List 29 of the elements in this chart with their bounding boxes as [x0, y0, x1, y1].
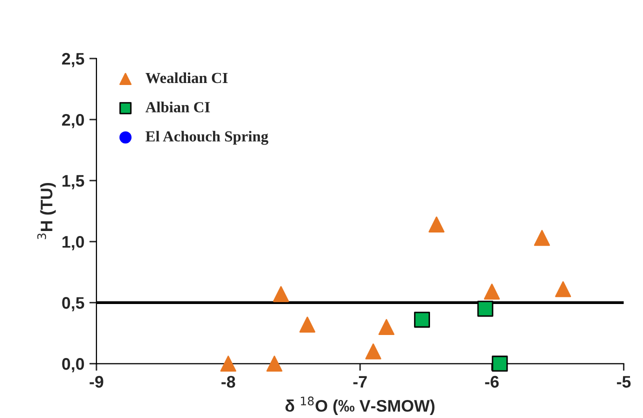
y-axis-title: $^{3}$H (TU)	[37, 182, 56, 240]
legend-label: Wealdian CI	[146, 72, 228, 84]
legend-label: Albian CI	[145, 102, 210, 112]
point	[414, 312, 430, 328]
x-tick-label: -5	[616, 376, 631, 388]
x-tick-label: -9	[90, 376, 104, 388]
point	[273, 286, 289, 302]
x-axis-title: δ $^{18}$O (‰ V-SMOW)	[285, 396, 434, 416]
point	[477, 300, 494, 317]
point	[220, 356, 236, 372]
point	[266, 356, 282, 372]
point	[492, 356, 508, 372]
point	[378, 319, 394, 336]
point	[299, 316, 316, 333]
y-tick-label: 0,5	[62, 297, 84, 312]
x-tick-label: -6	[485, 376, 499, 388]
point	[428, 216, 445, 232]
point	[555, 281, 572, 298]
y-tick-label: 1,0	[62, 236, 84, 250]
x-tick-label: -8	[222, 376, 236, 388]
y-tick-label: 2,5	[62, 52, 84, 68]
y-tick-label: 2,0	[62, 114, 84, 128]
point	[534, 230, 550, 246]
point	[365, 343, 382, 360]
y-tick-label: 1,5	[62, 175, 84, 190]
point	[484, 284, 500, 300]
x-tick-label: -7	[353, 376, 367, 388]
legend-label: El Achouch Spring	[146, 130, 268, 145]
y-tick-label: 0,0	[62, 358, 84, 372]
